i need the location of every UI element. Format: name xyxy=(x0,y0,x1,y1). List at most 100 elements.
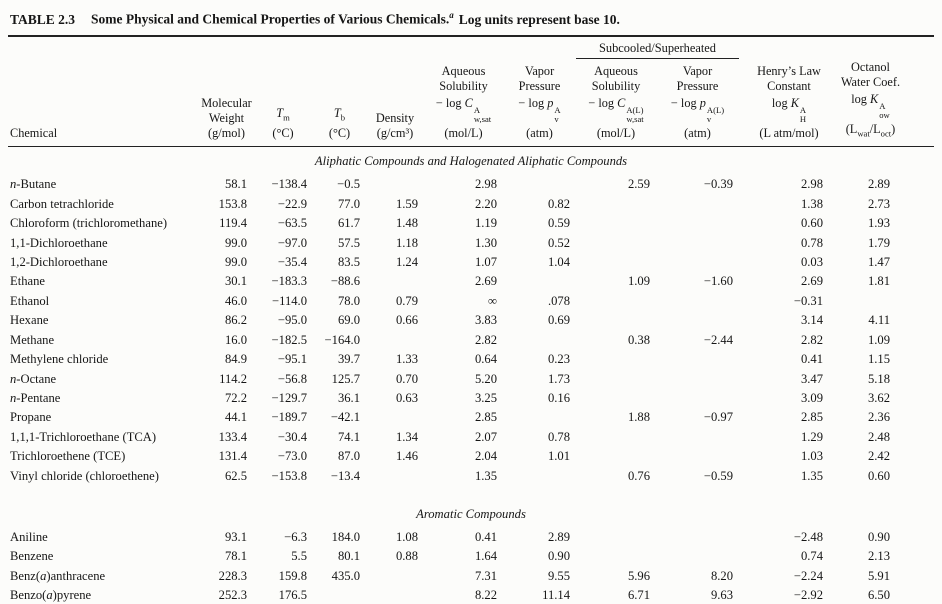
table-row: Benzo(a)pyrene 252.3 176.5 8.22 11.14 6.… xyxy=(8,586,934,604)
cell-subcooled-aqueous-solubility xyxy=(576,370,656,389)
cell-molecular-weight: 84.9 xyxy=(224,352,247,367)
cell-melting-point: −97.0 xyxy=(277,235,307,250)
cell-subcooled-vapor-pressure xyxy=(656,370,739,389)
cell-subcooled-vapor-pressure xyxy=(656,292,739,311)
spanner-row: Subcooled/Superheated xyxy=(8,34,934,59)
cell-subcooled-vapor-pressure xyxy=(656,234,739,253)
chemical-name: Trichloroethene (TCE) xyxy=(10,449,126,464)
table-number: TABLE 2.3 xyxy=(10,11,76,27)
cell-henrys-law-constant: 1.29 xyxy=(800,429,823,444)
table-row: Aniline 93.1 −6.3 184.0 1.08 0.41 2.89 −… xyxy=(8,528,934,547)
table-row: n-Pentane 72.2 −129.7 36.1 0.63 3.25 0.1… xyxy=(8,389,934,408)
table-header: Subcooled/Superheated Chemical Molecular… xyxy=(8,34,934,148)
chemical-name: Methane xyxy=(10,332,55,347)
chemical-name: n-Butane xyxy=(10,177,57,192)
cell-octanol-water-coefficient: 1.09 xyxy=(867,332,890,347)
cell-boiling-point: 77.0 xyxy=(337,196,360,211)
cell-henrys-law-constant: −0.31 xyxy=(793,293,823,308)
cell-molecular-weight: 30.1 xyxy=(224,274,247,289)
cell-vapor-pressure: 1.73 xyxy=(547,371,570,386)
cell-aqueous-solubility: 5.20 xyxy=(474,371,497,386)
cell-octanol-water-coefficient: 2.48 xyxy=(867,429,890,444)
cell-subcooled-aqueous-solubility xyxy=(576,234,656,253)
footnote-marker: a xyxy=(449,10,454,20)
cell-vapor-pressure: 0.23 xyxy=(547,352,570,367)
cell-molecular-weight: 252.3 xyxy=(218,588,247,603)
table-row: n-Butane 58.1 −138.4 −0.5 2.98 2.59 −0.3… xyxy=(8,175,934,194)
cell-subcooled-vapor-pressure xyxy=(656,447,739,466)
cell-aqueous-solubility: 2.20 xyxy=(474,196,497,211)
cell-octanol-water-coefficient: 1.79 xyxy=(867,235,890,250)
cell-subcooled-aqueous-solubility: 5.96 xyxy=(627,568,650,583)
cell-subcooled-vapor-pressure xyxy=(656,214,739,233)
cell-subcooled-vapor-pressure: −1.60 xyxy=(703,274,733,289)
chemical-name: 1,2-Dichloroethane xyxy=(10,255,108,270)
cell-density xyxy=(366,586,424,604)
cell-aqueous-solubility: 8.22 xyxy=(474,588,497,603)
cell-aqueous-solubility: 7.31 xyxy=(474,568,497,583)
cell-melting-point: −35.4 xyxy=(277,255,307,270)
cell-octanol-water-coefficient: 4.11 xyxy=(868,313,890,328)
cell-melting-point: 159.8 xyxy=(278,568,307,583)
cell-melting-point: −22.9 xyxy=(277,196,307,211)
cell-boiling-point: 39.7 xyxy=(337,352,360,367)
cell-density: 0.66 xyxy=(395,313,418,328)
table-row: Methylene chloride 84.9 −95.1 39.7 1.33 … xyxy=(8,350,934,369)
cell-subcooled-aqueous-solubility xyxy=(576,195,656,214)
cell-subcooled-vapor-pressure: 9.63 xyxy=(710,588,733,603)
table-row: 1,2-Dichloroethane 99.0 −35.4 83.5 1.24 … xyxy=(8,253,934,272)
cell-molecular-weight: 46.0 xyxy=(224,293,247,308)
chemical-name: Ethanol xyxy=(10,293,50,308)
cell-molecular-weight: 99.0 xyxy=(224,235,247,250)
col-header-molecular-weight: Molecular Weight (g/mol) xyxy=(200,58,253,148)
cell-henrys-law-constant: 1.38 xyxy=(800,196,823,211)
cell-aqueous-solubility: 2.82 xyxy=(474,332,497,347)
cell-boiling-point: 36.1 xyxy=(337,390,360,405)
chemical-name: Propane xyxy=(10,410,52,425)
cell-density: 1.46 xyxy=(395,449,418,464)
cell-melting-point: 176.5 xyxy=(278,588,307,603)
table-title-text: Some Physical and Chemical Properties of… xyxy=(91,11,450,27)
table-body: Aliphatic Compounds and Halogenated Alip… xyxy=(8,147,934,604)
chemical-name: Methylene chloride xyxy=(10,352,109,367)
cell-subcooled-aqueous-solubility xyxy=(576,528,656,547)
cell-vapor-pressure: .078 xyxy=(547,293,570,308)
cell-henrys-law-constant: 2.85 xyxy=(800,410,823,425)
cell-density: 1.18 xyxy=(395,235,418,250)
chemical-name: Vinyl chloride (chloroethene) xyxy=(10,468,159,483)
cell-vapor-pressure: 0.82 xyxy=(547,196,570,211)
cell-aqueous-solubility: 1.30 xyxy=(474,235,497,250)
cell-subcooled-vapor-pressure xyxy=(656,350,739,369)
section-heading: Aliphatic Compounds and Halogenated Alip… xyxy=(314,154,628,169)
cell-molecular-weight: 16.0 xyxy=(224,332,247,347)
cell-density: 0.70 xyxy=(395,371,418,386)
cell-subcooled-aqueous-solubility xyxy=(576,389,656,408)
cell-subcooled-aqueous-solubility xyxy=(576,214,656,233)
cell-subcooled-aqueous-solubility: 6.71 xyxy=(627,588,650,603)
cell-henrys-law-constant: −2.92 xyxy=(793,588,823,603)
table-row: Ethanol 46.0 −114.0 78.0 0.79 ∞ .078 −0.… xyxy=(8,292,934,311)
cell-octanol-water-coefficient xyxy=(829,292,934,311)
cell-boiling-point: 184.0 xyxy=(331,529,360,544)
cell-octanol-water-coefficient: 2.73 xyxy=(867,196,890,211)
cell-henrys-law-constant: 0.74 xyxy=(800,549,823,564)
cell-vapor-pressure xyxy=(503,331,576,350)
cell-melting-point: −114.0 xyxy=(272,293,307,308)
col-header-subcooled-vapor-pressure: Vapor Pressure − log p A(L) v (atm) xyxy=(656,58,739,148)
cell-subcooled-aqueous-solubility xyxy=(576,253,656,272)
cell-subcooled-vapor-pressure: −0.39 xyxy=(703,177,733,192)
cell-density: 1.34 xyxy=(395,429,418,444)
cell-aqueous-solubility: 0.41 xyxy=(474,529,497,544)
cell-subcooled-vapor-pressure xyxy=(656,528,739,547)
chemical-name: 1,1-Dichloroethane xyxy=(10,235,108,250)
cell-boiling-point: −88.6 xyxy=(330,274,360,289)
col-header-melting-point: Tm (°C) xyxy=(253,58,313,148)
cell-vapor-pressure: 0.78 xyxy=(547,429,570,444)
cell-vapor-pressure: 1.04 xyxy=(547,255,570,270)
cell-molecular-weight: 99.0 xyxy=(224,255,247,270)
cell-melting-point: −182.5 xyxy=(271,332,307,347)
cell-aqueous-solubility: 2.04 xyxy=(474,449,497,464)
cell-density: 0.88 xyxy=(395,549,418,564)
